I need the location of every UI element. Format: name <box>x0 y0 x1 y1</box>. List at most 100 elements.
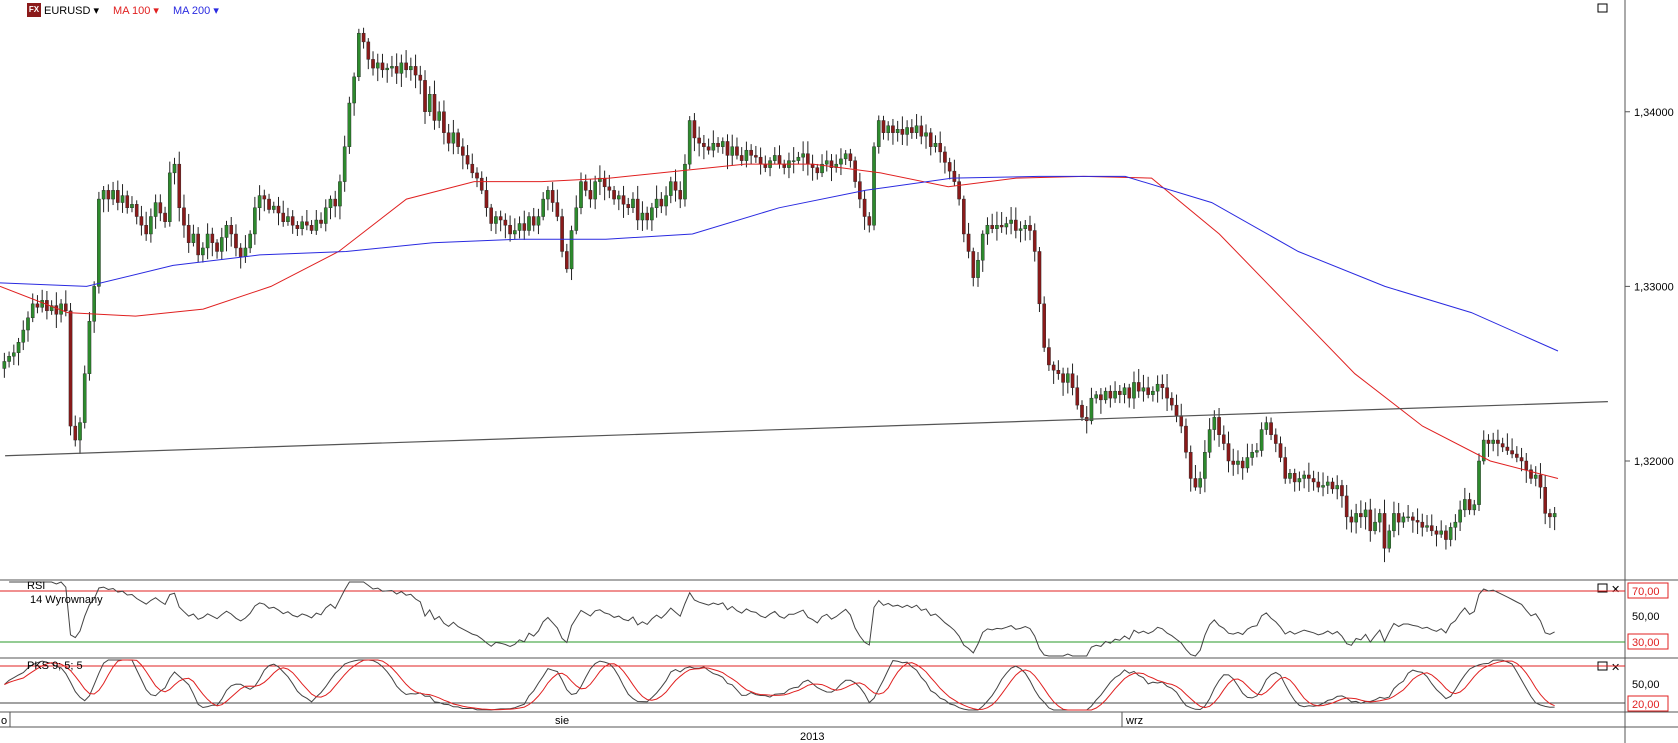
rsi-upper-badge <box>1627 582 1669 599</box>
candle-body <box>777 155 782 165</box>
candle-body <box>1311 478 1316 483</box>
candle-body <box>735 146 739 156</box>
candle-body <box>1009 219 1013 224</box>
candle-body <box>357 32 361 78</box>
candle-body <box>234 233 238 249</box>
candle-body <box>314 219 319 231</box>
candle-body <box>910 127 914 133</box>
maximize-icon[interactable] <box>1597 3 1608 13</box>
candle-body <box>1004 223 1009 228</box>
candle-body <box>1113 390 1117 399</box>
candle-body <box>1089 397 1094 422</box>
candle-body <box>1396 513 1401 523</box>
candle-body <box>1155 383 1160 392</box>
candle-body <box>928 132 933 147</box>
candle-body <box>593 181 597 200</box>
candle-body <box>650 207 654 221</box>
rsi-mid-label: 50,00 <box>1632 611 1660 623</box>
candle-body <box>1529 469 1533 479</box>
candle-body <box>702 142 706 147</box>
trend-line[interactable] <box>5 401 1608 457</box>
candle-body <box>1439 530 1444 535</box>
rsi-upper-label: 70,00 <box>1632 586 1660 598</box>
candle-body <box>1047 347 1051 366</box>
candle-body <box>1118 390 1122 395</box>
candle-body <box>404 62 408 71</box>
candle-body <box>579 181 583 209</box>
candle-body <box>1080 404 1084 418</box>
candle-body <box>1273 434 1278 444</box>
candle-body <box>858 181 862 200</box>
maximize-icon[interactable] <box>1597 583 1608 593</box>
candle-body <box>92 286 96 322</box>
candle-body <box>1444 530 1448 540</box>
candle-body <box>1321 485 1325 488</box>
candle-body <box>1288 473 1292 479</box>
candle-body <box>943 151 947 163</box>
candle-body <box>295 225 300 229</box>
candle-body <box>536 216 541 226</box>
candle-body <box>626 204 631 209</box>
candle-body <box>1524 460 1529 470</box>
candle-body <box>115 190 120 203</box>
candle-body <box>848 153 853 161</box>
candle-body <box>465 155 470 165</box>
candle-body <box>12 352 16 357</box>
candle-body <box>550 190 555 203</box>
candle-body <box>678 190 683 200</box>
candle-body <box>1028 225 1032 231</box>
candle-body <box>1160 383 1165 388</box>
stoch-title: PKS 9; 5; 5 <box>27 660 83 672</box>
time-axis-edge-label: o <box>1 715 7 727</box>
candle-body <box>716 142 720 147</box>
candle-body <box>957 181 961 200</box>
candle-body <box>588 190 593 200</box>
candle-body <box>1415 520 1420 523</box>
candle-body <box>418 74 423 81</box>
candle-body <box>182 207 186 226</box>
candle-body <box>73 425 78 441</box>
candle-body <box>881 120 886 133</box>
candle-body <box>456 132 460 147</box>
candle-body <box>409 66 413 71</box>
rsi-lower-badge <box>1627 633 1669 650</box>
candle-body <box>1491 439 1495 444</box>
ma200-dropdown[interactable]: MA 200 ▾ <box>173 4 219 17</box>
candle-body <box>1061 373 1065 383</box>
candle-body <box>479 177 484 191</box>
candle-body <box>631 198 635 209</box>
candle-body <box>697 137 701 144</box>
close-icon[interactable]: ✕ <box>1611 662 1620 674</box>
candle-body <box>1132 382 1136 399</box>
rsi-subtitle: 14 Wyrownany <box>30 594 103 606</box>
price-tick-label: 1,32000 <box>1634 456 1674 468</box>
candle-body <box>1136 382 1141 392</box>
candle-body <box>1387 530 1392 549</box>
candle-body <box>139 216 144 226</box>
price-tick-label: 1,33000 <box>1634 281 1674 293</box>
candle-body <box>711 142 716 151</box>
candle-body <box>1373 521 1377 532</box>
candle-body <box>1467 499 1472 511</box>
candle-body <box>815 167 820 174</box>
candle-body <box>654 198 659 209</box>
close-icon[interactable]: ✕ <box>1611 584 1620 596</box>
candle-body <box>635 198 640 221</box>
candle-body <box>1217 417 1221 436</box>
candle-body <box>527 216 531 231</box>
candle-body <box>1283 457 1288 479</box>
candle-body <box>1505 446 1510 451</box>
candle-body <box>853 160 857 182</box>
candle-body <box>1264 422 1269 430</box>
candle-body <box>1486 439 1491 444</box>
ma100-dropdown[interactable]: MA 100 ▾ <box>113 4 159 17</box>
candle-body <box>980 233 985 261</box>
candle-body <box>995 225 999 229</box>
candle-body <box>806 153 810 165</box>
candle-body <box>565 251 569 270</box>
candle-body <box>1448 527 1453 540</box>
candle-body <box>177 163 182 209</box>
candle-body <box>1510 450 1514 455</box>
symbol-dropdown[interactable]: EURUSD ▾ <box>44 4 99 17</box>
